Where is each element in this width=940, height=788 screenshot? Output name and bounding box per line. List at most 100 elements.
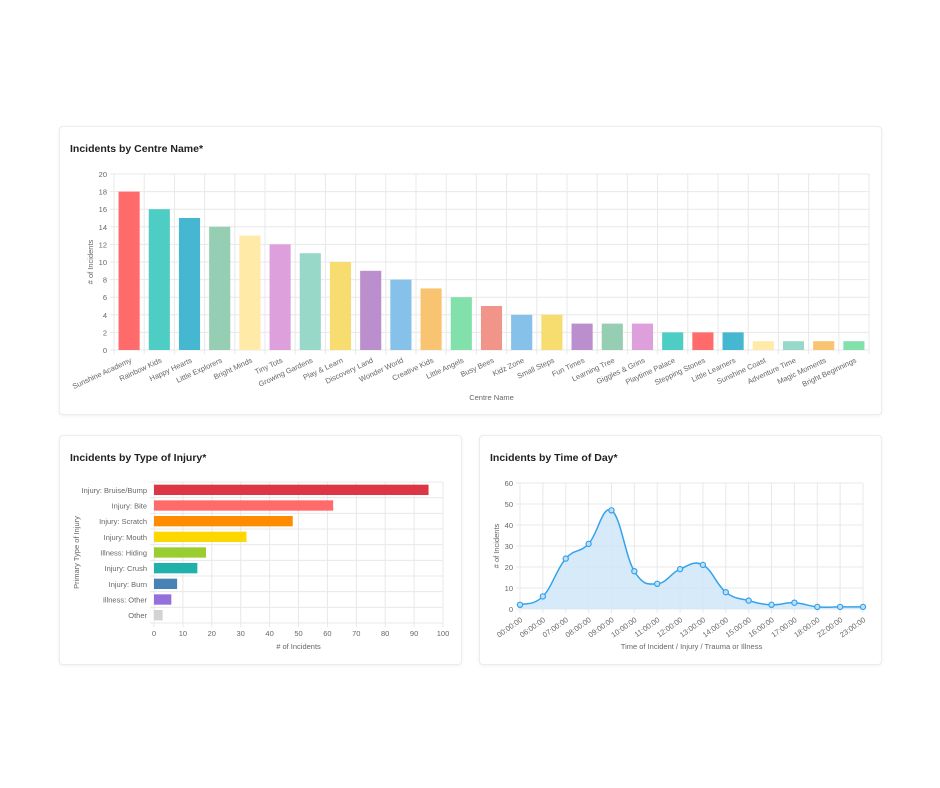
x-axis-title: Time of Incident / Injury / Trauma or Il…: [621, 642, 763, 651]
bar-little-learners: [722, 332, 744, 350]
bar-kidz-zone: [511, 314, 533, 350]
y-tick-label: Injury: Bruise/Bump: [82, 486, 147, 495]
bar-rainbow-kids: [148, 209, 170, 350]
data-point-1600: [768, 601, 775, 608]
bar-giggles-grins: [631, 323, 654, 350]
y-tick-label: Injury: Mouth: [104, 533, 147, 542]
injury-chart-title: Incidents by Type of Injury*: [70, 452, 207, 464]
bar-injury-bite: [154, 500, 334, 511]
y-tick-label: 50: [505, 500, 513, 509]
data-point-1300: [699, 561, 707, 569]
x-tick-label: 40: [265, 629, 273, 638]
data-point-1800: [814, 603, 821, 611]
y-axis-title: Primary Type of Injury: [72, 516, 81, 589]
bar-playtime-palace: [662, 332, 684, 350]
data-point-2200: [836, 603, 844, 611]
bar-injury-bruise-bump: [154, 484, 429, 496]
x-tick-label: 50: [294, 629, 302, 638]
data-point-0600: [539, 593, 547, 600]
x-tick-label: 70: [352, 629, 360, 638]
y-tick-label: Injury: Burn: [109, 580, 147, 589]
y-tick-label: 2: [103, 328, 107, 337]
bar-fun-times: [571, 323, 593, 350]
bar-magic-moments: [813, 341, 835, 350]
x-tick-label: 100: [437, 629, 450, 638]
bar-creative-kids: [420, 288, 442, 350]
x-tick-label: 30: [237, 629, 245, 638]
bar-busy-bees: [480, 306, 503, 350]
y-tick-label: Injury: Crush: [104, 564, 147, 573]
x-tick-label: 20: [208, 629, 216, 638]
bar-small-steps: [541, 314, 563, 350]
x-tick-label: 80: [381, 629, 389, 638]
x-tick-label: 90: [410, 629, 418, 638]
y-tick-label: 14: [99, 223, 107, 232]
series-line: [519, 509, 863, 609]
data-point-0800: [585, 540, 592, 548]
data-point-0700: [562, 555, 569, 562]
x-tick-label: 10: [179, 629, 187, 638]
bar-little-explorers: [209, 226, 231, 350]
y-tick-label: 20: [505, 563, 513, 572]
bar-injury-mouth: [154, 531, 247, 543]
y-tick-label: Illness: Hiding: [100, 549, 147, 558]
y-tick-label: 0: [103, 346, 107, 355]
data-point-0000: [516, 601, 524, 608]
centre-chart-card: Incidents by Centre Name* 0 2 4 6 8 10 12 14 16 1…: [59, 126, 882, 415]
bar-stepping-stones: [692, 332, 714, 350]
x-axis-title: # of Incidents: [276, 642, 321, 651]
x-tick-label: 10:00:00: [609, 615, 638, 639]
bar-tiny-tots: [269, 244, 291, 350]
bar-bright-beginnings: [843, 341, 865, 350]
bar-injury-crush: [154, 562, 198, 574]
y-tick-label: 8: [103, 276, 107, 285]
data-point-1000: [631, 567, 638, 575]
y-tick-label: 4: [103, 311, 107, 320]
x-axis-title: Centre Name: [469, 393, 514, 402]
data-point-1400: [722, 588, 729, 596]
bar-injury-scratch: [154, 515, 293, 527]
bar-illness-hiding: [154, 547, 207, 558]
y-tick-label: 10: [99, 258, 107, 267]
bar-learning-tree: [601, 323, 623, 350]
bar-sunshine-coast: [752, 341, 774, 350]
y-tick-label: Other: [128, 611, 147, 620]
data-point-1100: [653, 580, 661, 587]
x-tick-label: 23:00:00: [838, 615, 867, 639]
y-axis-title: # of Incidents: [86, 239, 95, 284]
bar-play-learn: [329, 262, 352, 350]
injury-chart-card: Incidents by Type of Injury* 0 10 20 30 40 50…: [59, 435, 462, 665]
y-tick-label: 0: [509, 605, 513, 614]
time-chart-title: Incidents by Time of Day*: [490, 452, 618, 464]
bar-little-angels: [450, 297, 472, 350]
bar-sunshine-academy: [118, 191, 140, 350]
bar-bright-minds: [239, 235, 261, 350]
bar-happy-hearts: [178, 218, 201, 350]
data-point-1700: [791, 599, 798, 606]
bar-adventure-time: [782, 341, 805, 350]
y-tick-label: Injury: Bite: [112, 502, 147, 511]
bar-growing-gardens: [299, 253, 321, 350]
x-tick-label: Busy Bees: [459, 356, 496, 379]
data-point-0900: [608, 507, 615, 514]
bar-discovery-land: [360, 270, 382, 350]
y-axis-title: # of Incidents: [492, 523, 501, 568]
data-point-2300: [859, 603, 867, 611]
bar-wonder-world: [390, 279, 412, 350]
y-tick-label: Injury: Scratch: [99, 517, 147, 526]
y-tick-label: 6: [103, 293, 107, 302]
area-fill: [520, 509, 863, 609]
data-point-1200: [676, 565, 684, 573]
bar-illness-other: [154, 594, 172, 605]
x-tick-label: 60: [323, 629, 331, 638]
data-point-1500: [745, 597, 752, 604]
y-tick-label: 20: [99, 170, 107, 179]
y-tick-label: 18: [99, 188, 107, 197]
y-tick-label: 30: [505, 542, 513, 551]
x-tick-label: 0: [152, 629, 156, 638]
y-tick-label: 12: [99, 240, 107, 249]
centre-chart-title: Incidents by Centre Name*: [70, 143, 204, 155]
y-tick-label: 40: [505, 521, 513, 530]
bar-other: [154, 609, 163, 621]
